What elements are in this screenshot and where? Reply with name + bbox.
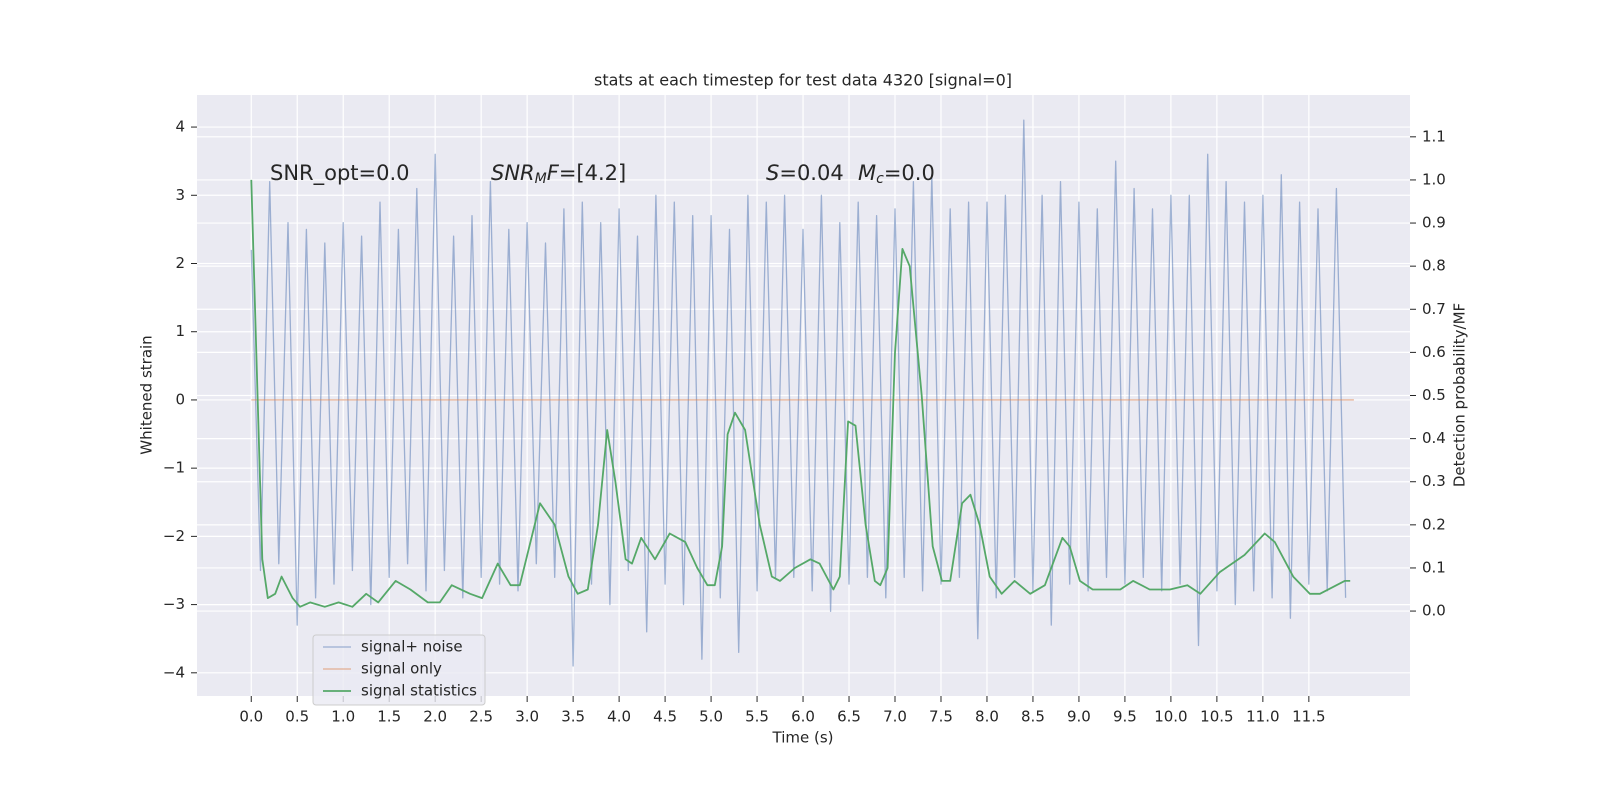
y-tick-label: 0 — [175, 390, 185, 408]
legend-label: signal+ noise — [361, 638, 463, 656]
annotation-part: S — [766, 161, 779, 185]
annotation-part: c — [876, 171, 884, 187]
annotation-part: M — [858, 161, 876, 185]
annotation-part: =[4.2] — [559, 161, 626, 185]
chart-title: stats at each timestep for test data 432… — [594, 71, 1012, 90]
y-tick-label: −2 — [163, 527, 185, 545]
annotation: Mc=0.0 — [858, 161, 935, 187]
annotation-part: SNR — [491, 161, 535, 185]
x-tick-label: 2.0 — [423, 708, 447, 726]
x-tick-label: 3.0 — [515, 708, 539, 726]
legend: signal+ noise signal only signal statistic… — [312, 634, 486, 706]
marks — [250, 119, 1354, 667]
y-tick-label: −1 — [163, 459, 185, 477]
annotation: SNRMF=[4.2] — [491, 161, 626, 187]
x-tick-label: 10.0 — [1154, 708, 1187, 726]
series-line — [250, 179, 1351, 608]
y-tick-label: 1 — [175, 322, 185, 340]
y-tick-label: 4 — [175, 118, 185, 136]
y2-tick-label: 0.0 — [1422, 602, 1446, 620]
x-tick-label: 0.0 — [239, 708, 263, 726]
y2-tick-label: 0.6 — [1422, 343, 1446, 361]
x-tick-label: 10.5 — [1200, 708, 1233, 726]
x-tick-label: 7.5 — [929, 708, 953, 726]
x-tick-label: 4.5 — [653, 708, 677, 726]
x-tick-label: 8.5 — [1021, 708, 1045, 726]
x-tick-label: 3.5 — [561, 708, 585, 726]
x-tick-label: 9.0 — [1067, 708, 1091, 726]
x-axis-label: Time (s) — [772, 729, 834, 747]
x-tick-label: 11.0 — [1246, 708, 1279, 726]
x-tick-label: 1.0 — [331, 708, 355, 726]
y2-axis-label: Detection probability/MF — [1451, 303, 1469, 487]
y2-tick-label: 0.3 — [1422, 472, 1446, 490]
y2-tick-label: 1.0 — [1422, 170, 1446, 188]
x-tick-label: 2.5 — [469, 708, 493, 726]
x-tick-label: 4.0 — [607, 708, 631, 726]
annotation-part: =0.0 — [884, 161, 935, 185]
annotation: S=0.04 — [766, 161, 844, 185]
x-tick-label: 9.5 — [1113, 708, 1137, 726]
annotation: SNR_opt=0.0 — [270, 161, 410, 186]
x-tick-label: 5.0 — [699, 708, 723, 726]
x-tick-label: 7.0 — [883, 708, 907, 726]
legend-label: signal statistics — [361, 682, 477, 700]
y2-tick-label: 0.1 — [1422, 558, 1446, 576]
y-axis-label: Whitened strain — [138, 335, 156, 454]
annotation-part: =0.04 — [779, 161, 843, 185]
series-line — [250, 119, 1347, 667]
y2-tick-label: 0.2 — [1422, 515, 1446, 533]
y2-tick-label: 0.7 — [1422, 300, 1446, 318]
x-tick-label: 0.5 — [285, 708, 309, 726]
annotation-part: M — [535, 171, 547, 187]
x-tick-label: 6.5 — [837, 708, 861, 726]
labels: 0.0 0.5 1.0 1.5 2.0 2.5 3.0 3.5 4.0 4.5 5.0 5.5 6.0 6… — [163, 118, 1446, 726]
y-tick-label: −3 — [163, 595, 185, 613]
y-tick-label: 3 — [175, 186, 185, 204]
legend-label: signal only — [361, 660, 442, 678]
y-tick-label: −4 — [163, 663, 185, 681]
y2-tick-label: 0.9 — [1422, 214, 1446, 232]
x-tick-label: 8.0 — [975, 708, 999, 726]
y2-tick-label: 0.4 — [1422, 429, 1446, 447]
legend-box — [312, 634, 486, 706]
y-tick-label: 2 — [175, 254, 185, 272]
x-tick-label: 1.5 — [377, 708, 401, 726]
x-tick-label: 6.0 — [791, 708, 815, 726]
x-tick-label: 5.5 — [745, 708, 769, 726]
y2-tick-label: 0.8 — [1422, 257, 1446, 275]
x-tick-label: 11.5 — [1292, 708, 1325, 726]
annotation-part: F — [547, 161, 560, 185]
y2-tick-label: 0.5 — [1422, 386, 1446, 404]
y2-tick-label: 1.1 — [1422, 127, 1446, 145]
